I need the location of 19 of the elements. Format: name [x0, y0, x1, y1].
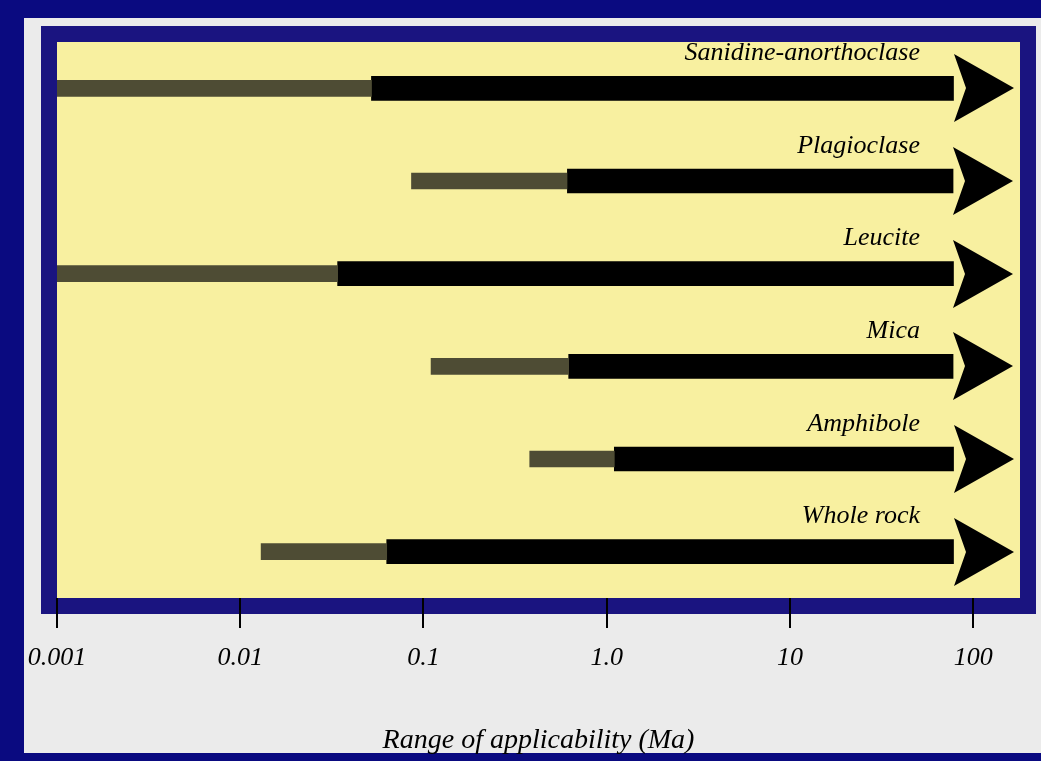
x-tick-label: 0.1 [407, 641, 440, 671]
y-tick-label: Leucite [842, 222, 920, 252]
bar [57, 80, 372, 97]
x-tick-label: 10 [776, 641, 803, 671]
y-tick-label: Mica [865, 315, 920, 345]
x-tick-label: 0.01 [217, 641, 263, 671]
x-axis-title: Range of applicability (Ma) [381, 722, 695, 754]
x-tick-label: 1.0 [590, 641, 623, 671]
x-tick-label: 0.001 [27, 641, 87, 671]
bar [411, 172, 568, 190]
x-tick-label: 100 [953, 641, 993, 671]
y-tick-label: Plagioclase [796, 129, 920, 159]
bar [529, 450, 615, 468]
y-tick-label: Amphibole [805, 407, 920, 437]
y-tick-label: Whole rock [801, 500, 921, 530]
bar [57, 265, 338, 282]
y-tick-label: Sanidine-anorthoclase [684, 37, 920, 67]
bar [430, 358, 570, 375]
bar [260, 543, 388, 560]
